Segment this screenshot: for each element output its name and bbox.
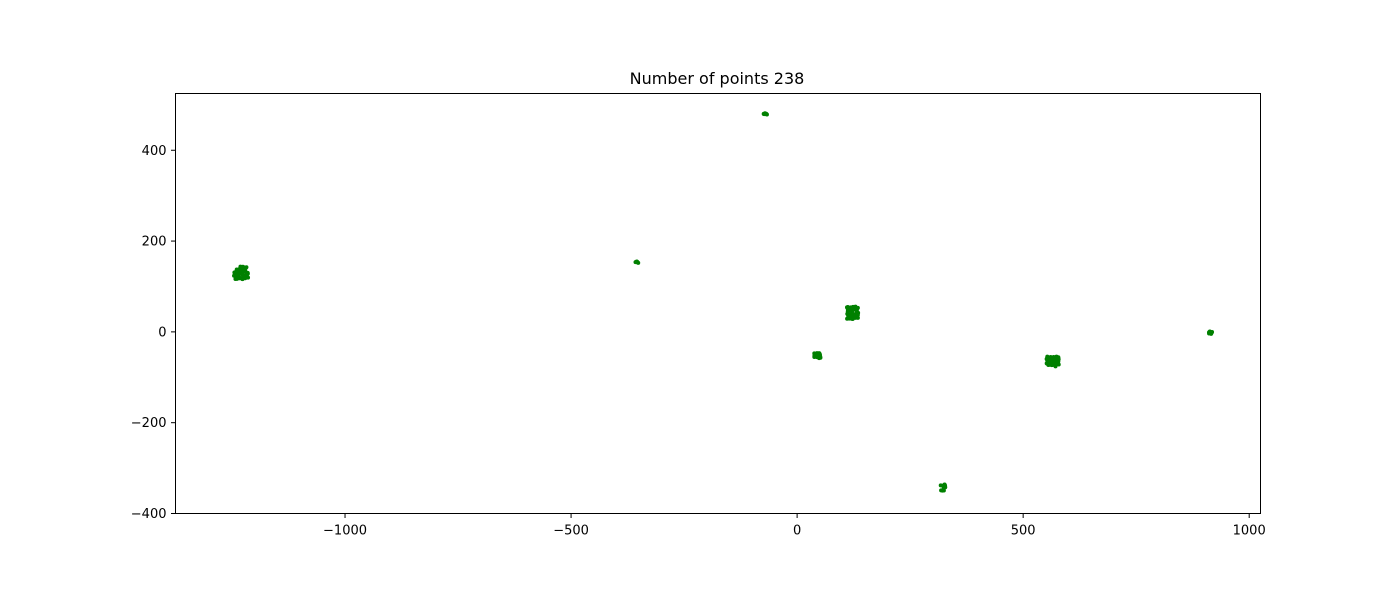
data-point [815, 354, 820, 359]
data-point [1047, 357, 1052, 362]
x-tick-label: −1000 [323, 524, 367, 539]
x-tick-label: 1000 [1233, 524, 1266, 539]
plot-area [175, 93, 1261, 514]
data-point [939, 488, 944, 493]
y-tick-label: −200 [131, 416, 167, 431]
data-point [942, 484, 947, 489]
data-point [849, 316, 854, 321]
data-point [938, 483, 943, 488]
x-tick-label: −500 [553, 524, 589, 539]
data-point [237, 267, 242, 272]
data-point [763, 112, 768, 117]
data-point [1056, 355, 1061, 360]
y-tick-label: 0 [158, 325, 166, 340]
chart-title: Number of points 238 [630, 69, 805, 88]
data-point [240, 272, 245, 277]
points-layer [232, 111, 1215, 493]
y-tick-label: 400 [142, 144, 167, 159]
data-point [236, 272, 241, 277]
data-point [850, 312, 855, 317]
data-point [853, 315, 858, 320]
data-point [244, 265, 249, 270]
data-point [1056, 360, 1061, 365]
data-point [845, 311, 850, 316]
data-point [1049, 362, 1054, 367]
data-point [1207, 329, 1212, 334]
data-point [234, 267, 239, 272]
data-point [238, 276, 243, 280]
plot-frame [175, 93, 1261, 514]
data-point [233, 276, 238, 281]
x-axis: −1000 −500 0 500 1000 [323, 513, 1266, 539]
y-tick-label: −400 [131, 507, 167, 522]
data-point [1053, 358, 1058, 363]
x-tick-label: 0 [793, 524, 801, 539]
y-tick-label: 200 [142, 235, 167, 250]
data-point [243, 276, 248, 281]
data-point [244, 270, 249, 275]
x-tick-label: 500 [1011, 524, 1036, 539]
data-point [634, 259, 639, 264]
data-point [232, 270, 237, 275]
data-point [845, 316, 850, 321]
y-axis: −400 −200 0 200 400 [131, 144, 176, 522]
data-point [847, 308, 852, 313]
data-point [1051, 354, 1056, 359]
data-point [852, 306, 857, 311]
